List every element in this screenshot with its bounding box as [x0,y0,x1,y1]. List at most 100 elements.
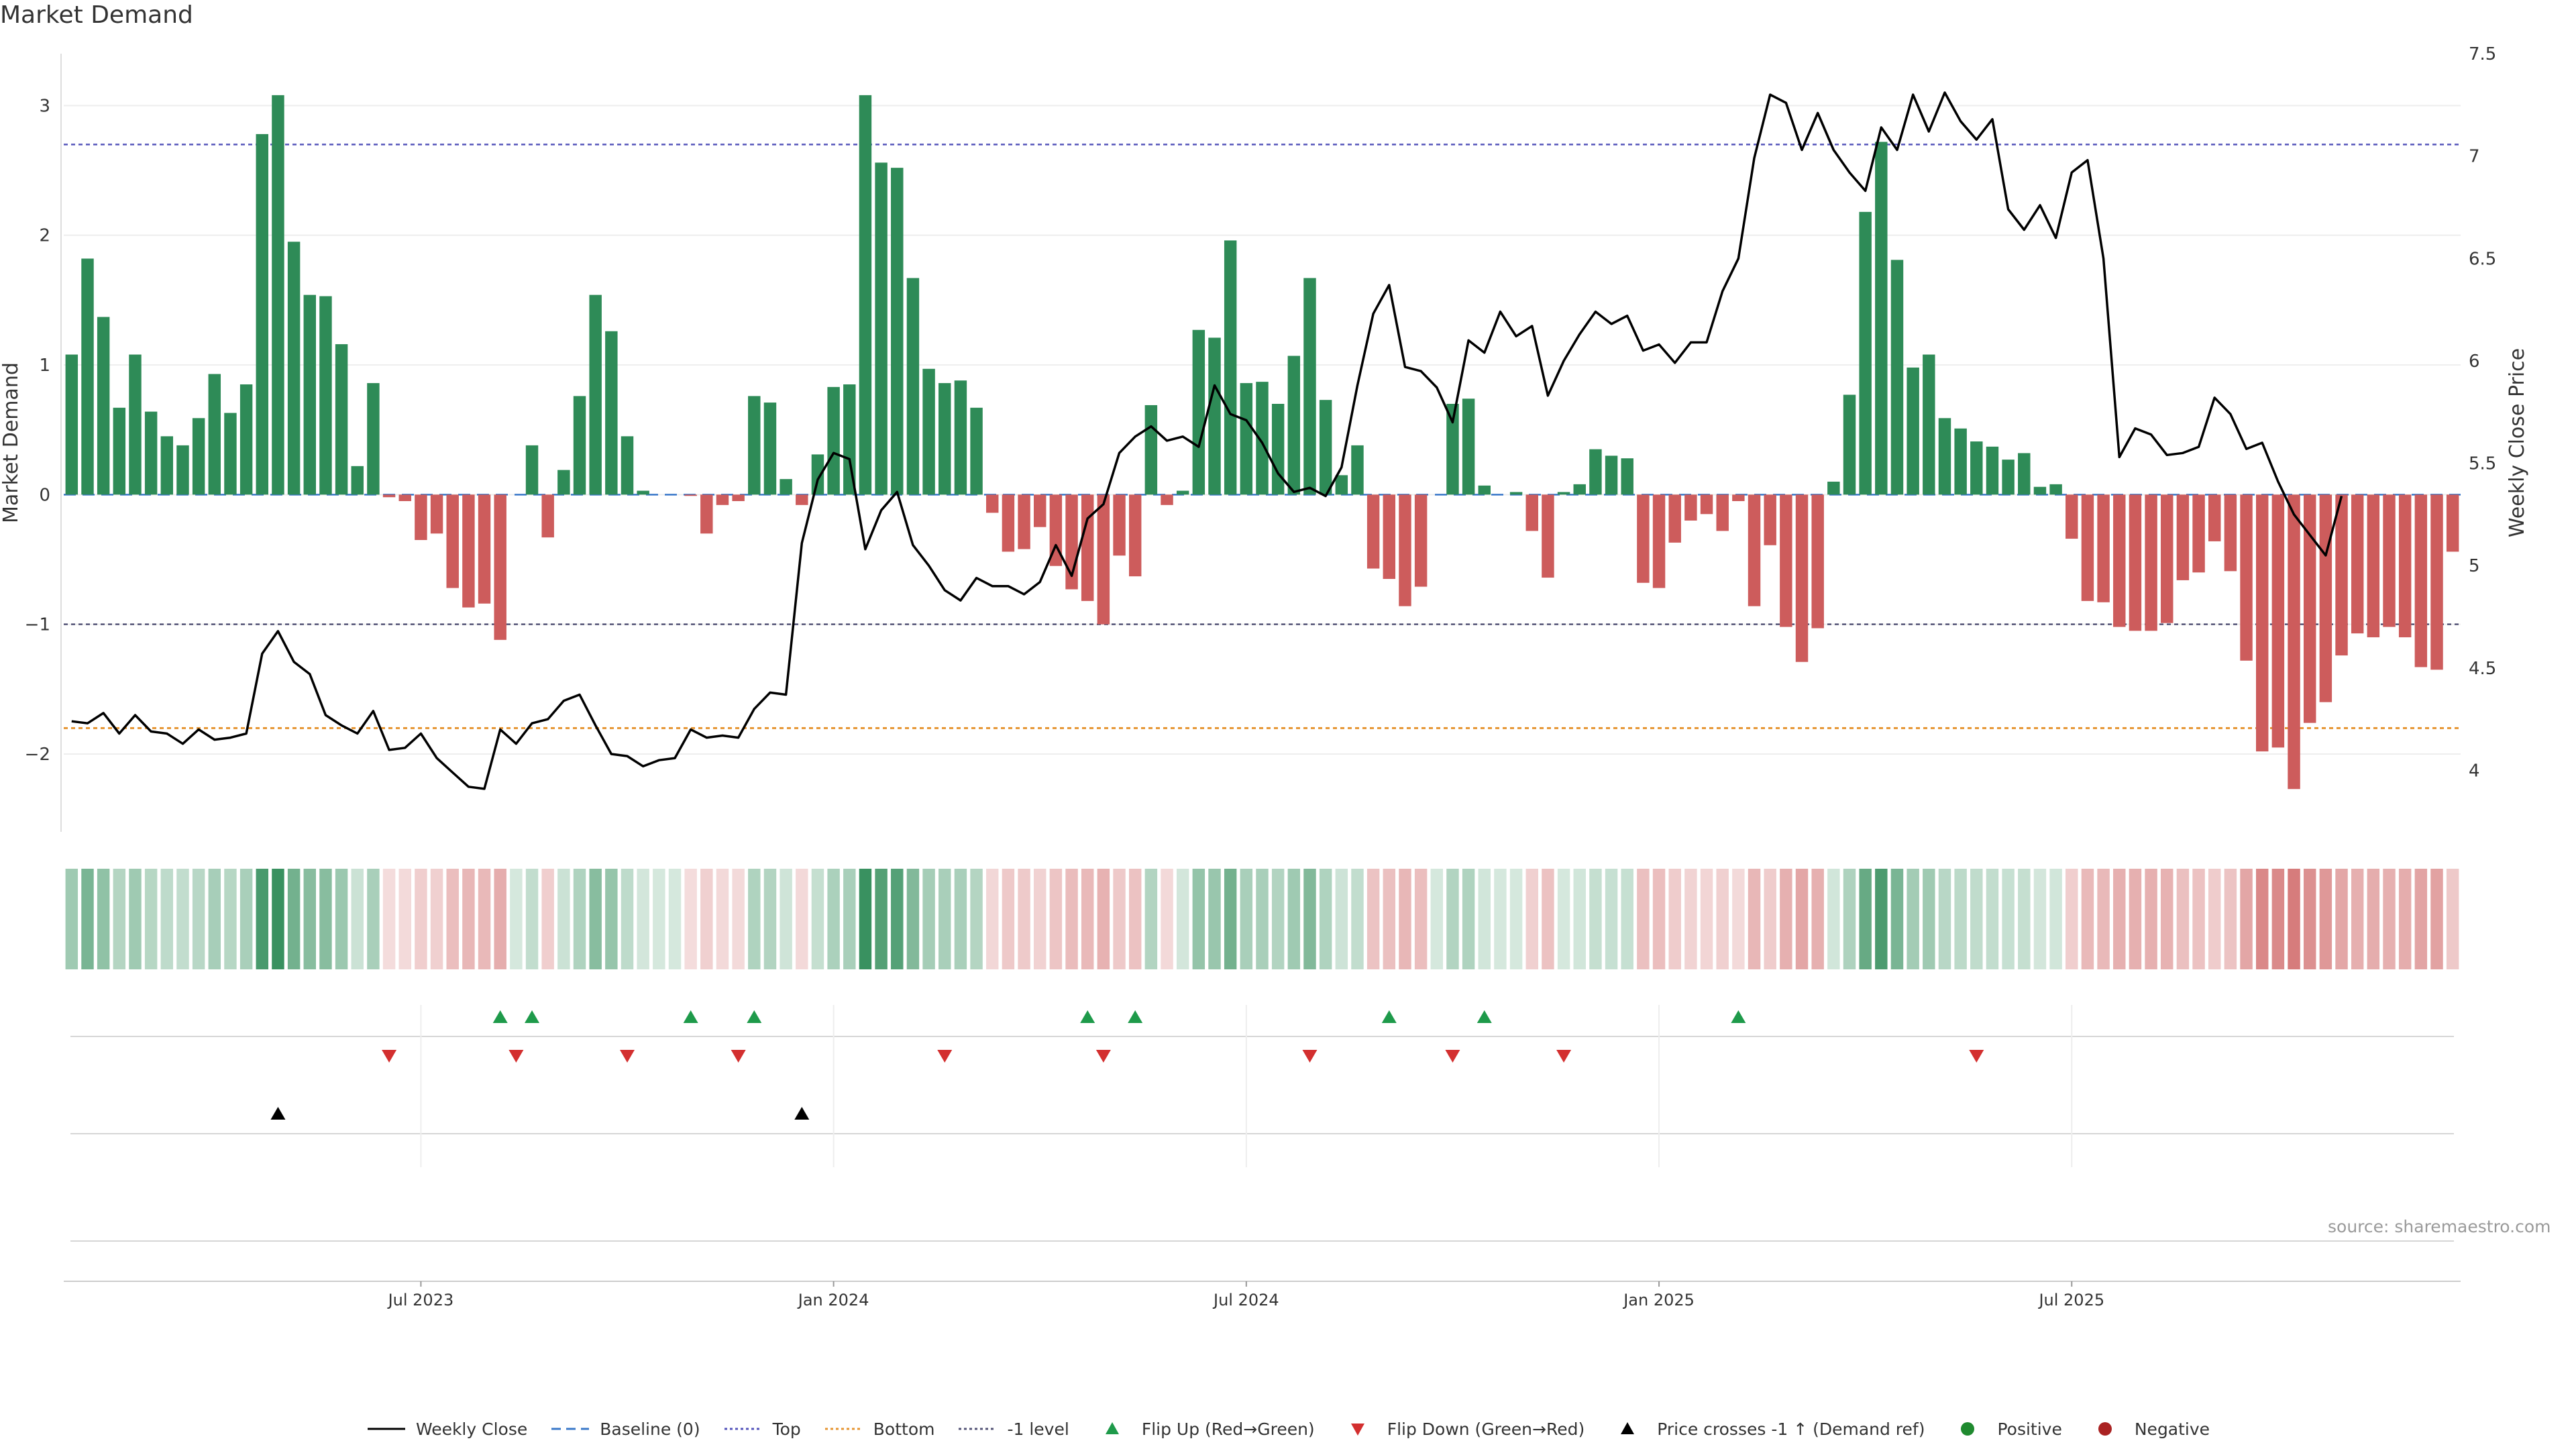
demand-bar [605,331,618,495]
heat-cell [780,869,792,969]
demand-bar [541,494,554,538]
heat-cell [541,869,554,969]
heat-cell [208,869,221,969]
demand-bar [621,436,634,495]
demand-bar [1780,494,1792,627]
legend-item-baseline: Baseline (0) [550,1419,700,1439]
heat-cell [65,869,78,969]
heat-cell [668,869,682,969]
demand-bar [1684,494,1697,521]
heat-cell [382,869,396,969]
demand-bar [1271,404,1285,495]
heat-cell [605,869,618,969]
demand-bar [1478,485,1491,495]
heat-cell [160,869,174,969]
heat-cell [1446,869,1459,969]
heat-cell [700,869,713,969]
legend-item-bottom: Bottom [824,1419,934,1439]
heat-cell [2351,869,2364,969]
heat-cell [2113,869,2126,969]
heat-cell [1780,869,1792,969]
heat-cell [1113,869,1126,969]
demand-bar [144,411,158,495]
triangle-up-icon [1621,1422,1635,1434]
heat-cell [653,869,665,969]
heat-cell [1271,869,1285,969]
heat-cell [2335,869,2348,969]
demand-bar [113,407,126,495]
demand-bar [97,317,110,495]
demand-bar [1224,240,1237,495]
heat-cell [922,869,935,969]
x-tick-label: Jul 2024 [1212,1291,1279,1309]
heat-cell [954,869,967,969]
heat-cell [287,869,301,969]
heat-cell [2065,869,2078,969]
demand-bar [1366,494,1380,569]
demand-bar [1525,494,1538,531]
demand-bar [1795,494,1809,662]
demand-bar [1335,475,1348,495]
heat-cell [2240,869,2253,969]
demand-bar [224,413,237,495]
demand-bar [1049,494,1063,566]
heat-cell [319,869,332,969]
demand-bar [2271,494,2285,748]
demand-bar [129,354,142,495]
demand-bar [811,454,824,495]
heat-cell [2097,869,2110,969]
heat-cell [1065,869,1078,969]
y2-axis-label: Weekly Close Price [2506,348,2529,537]
demand-bar [1986,446,1999,495]
heat-cell [811,869,824,969]
heat-cell [1811,869,1824,969]
demand-bar [1811,494,1824,629]
price-cross-marker [270,1107,286,1120]
heat-cell [2145,869,2157,969]
legend-item-flip-down: Flip Down (Green→Red) [1338,1419,1585,1439]
demand-bar [1256,382,1269,495]
demand-bar [415,494,427,540]
heat-cell [1605,869,1618,969]
demand-bar [1764,494,1776,545]
demand-bar [684,494,697,496]
heat-cell [1414,869,1428,969]
flip-up-marker [1381,1010,1397,1023]
y-tick-label: 1 [39,356,50,376]
demand-bar [1970,441,1983,495]
demand-bar [1923,354,1935,495]
demand-bar [2113,494,2126,627]
demand-bar [2192,494,2205,573]
heat-cell [1018,869,1030,969]
heat-cell [1208,869,1221,969]
demand-bar [748,396,761,495]
demand-bar [1097,494,1110,625]
demand-bar [2319,494,2332,702]
legend-label: Price crosses -1 ↑ (Demand ref) [1657,1419,1925,1439]
heat-cell [430,869,443,969]
demand-bar [1128,494,1142,577]
heat-cell [1637,869,1650,969]
demand-bar [2097,494,2110,602]
demand-bar [2430,494,2443,670]
demand-bar [2049,484,2062,495]
heat-cell [1732,869,1745,969]
legend-label: Flip Up (Red→Green) [1141,1419,1315,1439]
heat-cell [2288,869,2300,969]
demand-bar [1700,494,1713,515]
x-tick-label: Jul 2023 [387,1291,454,1309]
demand-bar [1637,494,1650,583]
demand-bar [1843,394,1856,495]
heat-cell [2303,869,2316,969]
flip-up-marker [1731,1010,1746,1023]
demand-bar [176,445,189,495]
heat-cell [1192,869,1205,969]
demand-bar [573,396,586,495]
demand-bar [1176,490,1189,495]
demand-bar [922,368,935,495]
demand-bar [938,383,951,495]
legend-label: Top [772,1419,801,1439]
heat-cell [2271,869,2285,969]
legend-item-flip-up: Flip Up (Red→Green) [1092,1419,1315,1439]
demand-bar [2224,494,2237,572]
